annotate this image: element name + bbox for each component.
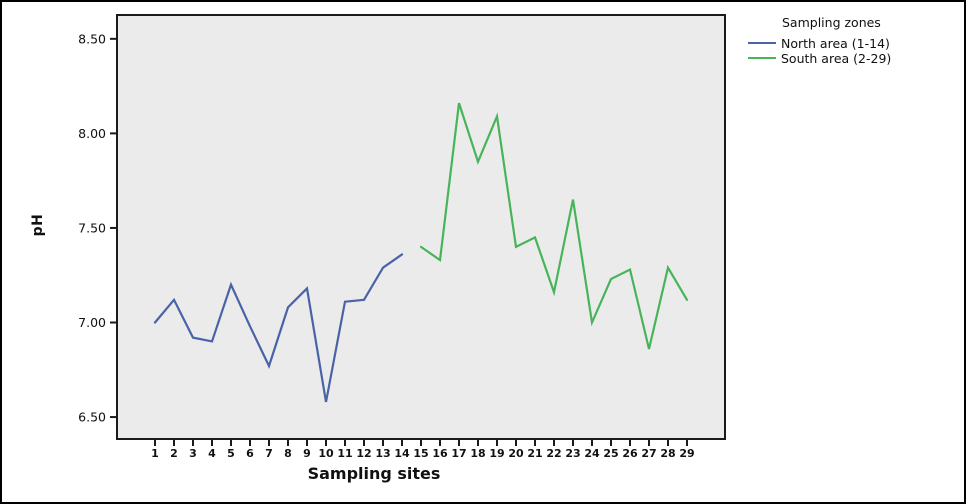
svg-text:7: 7 [265,447,273,460]
svg-text:7.50: 7.50 [78,220,106,235]
svg-text:15: 15 [413,447,428,460]
svg-text:19: 19 [489,447,504,460]
svg-text:2: 2 [170,447,178,460]
svg-text:22: 22 [546,447,561,460]
svg-text:9: 9 [303,447,311,460]
svg-text:14: 14 [394,447,410,460]
svg-text:10: 10 [318,447,334,460]
svg-text:16: 16 [432,447,448,460]
x-axis-title: Sampling sites [307,464,441,483]
svg-text:24: 24 [584,447,600,460]
svg-text:17: 17 [451,447,466,460]
svg-text:25: 25 [603,447,618,460]
svg-text:29: 29 [679,447,694,460]
south-line-swatch [748,57,776,59]
svg-text:11: 11 [337,447,352,460]
svg-text:23: 23 [565,447,580,460]
y-axis-title: pH [30,213,46,237]
svg-text:3: 3 [189,447,197,460]
svg-text:26: 26 [622,447,638,460]
svg-text:13: 13 [375,447,390,460]
svg-text:18: 18 [470,447,485,460]
svg-text:28: 28 [660,447,675,460]
svg-text:8.00: 8.00 [78,126,106,141]
svg-text:27: 27 [641,447,656,460]
legend-item-north: North area (1-14) [748,35,962,51]
svg-text:7.00: 7.00 [78,315,106,330]
legend-item-label: South area (2-29) [781,50,892,66]
legend-item-label: North area (1-14) [781,35,890,51]
svg-text:6.50: 6.50 [78,410,106,425]
svg-text:21: 21 [527,447,542,460]
svg-text:4: 4 [208,447,216,460]
svg-text:12: 12 [356,447,371,460]
svg-text:20: 20 [508,447,524,460]
legend-title: Sampling zones [782,15,881,30]
svg-text:6: 6 [246,447,254,460]
legend-item-south: South area (2-29) [748,50,962,66]
svg-text:8.50: 8.50 [78,31,106,46]
north-line-swatch [748,42,776,44]
legend: Sampling zones North area (1-14) South a… [748,15,962,66]
svg-text:5: 5 [227,447,235,460]
svg-text:1: 1 [151,447,159,460]
svg-text:8: 8 [284,447,292,460]
